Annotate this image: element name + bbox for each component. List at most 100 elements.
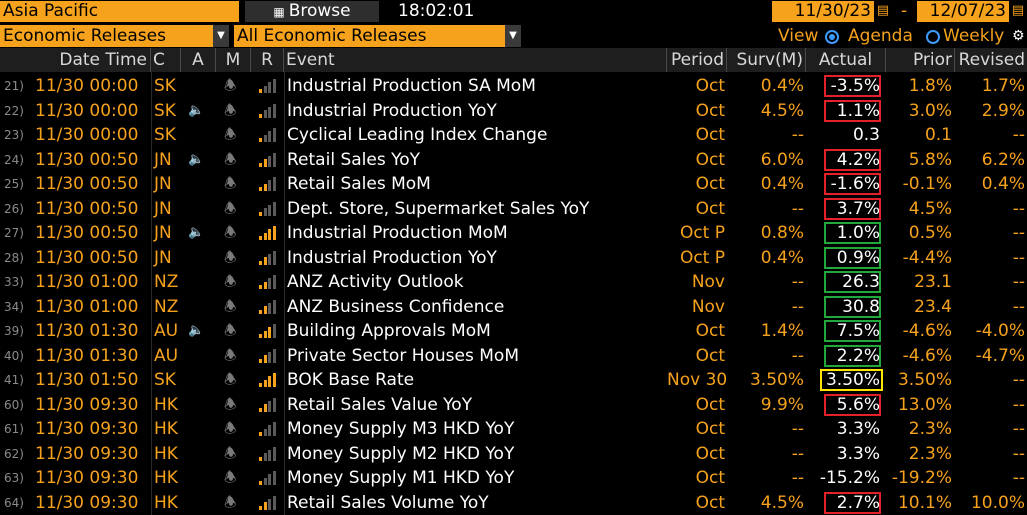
row-number[interactable]: 63)	[4, 471, 24, 485]
row-number[interactable]: 26)	[4, 201, 24, 216]
table-row[interactable]: 41) 11/30 01:50 SK 🕭 BOK Base Rate Nov 30 3.50…	[0, 368, 1027, 393]
row-number[interactable]: 40)	[4, 348, 24, 363]
calendar-icon[interactable]: ▤	[876, 3, 890, 18]
bell-icon[interactable]: 🕭	[224, 298, 237, 315]
row-event[interactable]: Industrial Production SA MoM	[287, 76, 536, 96]
bell-icon[interactable]: 🕭	[224, 225, 237, 241]
row-number[interactable]: 41)	[4, 373, 24, 387]
col-market[interactable]: M	[216, 48, 251, 72]
weekly-label[interactable]: Weekly	[943, 26, 1005, 46]
row-event[interactable]: Cyclical Leading Index Change	[287, 125, 548, 145]
row-event[interactable]: ANZ Activity Outlook	[287, 272, 464, 292]
table-row[interactable]: 63) 11/30 09:30 HK 🕭 Money Supply M1 HKD YoY…	[0, 466, 1027, 491]
table-row[interactable]: 27) 11/30 00:50 JN 🔈 🕭 Industrial Production …	[0, 221, 1027, 246]
table-row[interactable]: 39) 11/30 01:30 AU 🔈 🕭 Building Approvals MoM…	[0, 319, 1027, 344]
bell-icon[interactable]: 🕭	[224, 347, 237, 364]
table-row[interactable]: 61) 11/30 09:30 HK 🕭 Money Supply M3 HKD YoY…	[0, 417, 1027, 442]
col-period[interactable]: Period	[667, 48, 727, 72]
row-number[interactable]: 22)	[4, 103, 24, 118]
releases-dropdown[interactable]: All Economic Releases ▼	[234, 25, 521, 47]
row-number[interactable]: 21)	[4, 79, 24, 93]
col-country[interactable]: C	[151, 48, 181, 72]
col-revised[interactable]: Revised	[958, 50, 1025, 70]
col-alert[interactable]: A	[181, 48, 216, 72]
table-row[interactable]: 28) 11/30 00:50 JN 🕭 Industrial Production Y…	[0, 246, 1027, 271]
col-actual[interactable]: Actual	[806, 48, 886, 72]
row-number[interactable]: 64)	[4, 495, 24, 510]
row-event[interactable]: Building Approvals MoM	[287, 321, 491, 341]
speaker-icon[interactable]: 🔈	[188, 323, 205, 338]
bell-icon[interactable]: 🕭	[224, 151, 237, 168]
table-row[interactable]: 22) 11/30 00:00 SK 🔈 🕭 Industrial Production …	[0, 99, 1027, 124]
bell-icon[interactable]: 🕭	[224, 102, 237, 119]
row-number[interactable]: 28)	[4, 250, 24, 265]
row-event[interactable]: Retail Sales MoM	[287, 174, 431, 194]
row-event[interactable]: Retail Sales Value YoY	[287, 394, 473, 415]
row-event[interactable]: Retail Sales Volume YoY	[287, 492, 489, 513]
table-row[interactable]: 64) 11/30 09:30 HK 🕭 Retail Sales Volume YoY…	[0, 491, 1027, 515]
browse-button[interactable]: ▦ Browse	[245, 1, 379, 22]
row-event[interactable]: Retail Sales YoY	[287, 149, 421, 170]
start-date-field[interactable]: 11/30/23	[772, 1, 874, 22]
row-event[interactable]: Private Sector Houses MoM	[287, 345, 519, 366]
table-row[interactable]: 23) 11/30 00:00 SK 🕭 Cyclical Leading Index …	[0, 123, 1027, 148]
table-row[interactable]: 25) 11/30 00:50 JN 🕭 Retail Sales MoM Oct 0.4%…	[0, 172, 1027, 197]
col-relevance[interactable]: R	[251, 48, 284, 72]
bell-icon[interactable]: 🕭	[224, 200, 237, 217]
table-row[interactable]: 60) 11/30 09:30 HK 🕭 Retail Sales Value YoY O…	[0, 393, 1027, 418]
row-number[interactable]: 33)	[4, 275, 24, 289]
row-event[interactable]: Industrial Production MoM	[287, 223, 508, 243]
agenda-radio[interactable]	[825, 30, 839, 44]
row-number[interactable]: 39)	[4, 324, 24, 338]
bell-icon[interactable]: 🕭	[224, 421, 237, 437]
row-number[interactable]: 34)	[4, 299, 24, 314]
row-number[interactable]: 25)	[4, 177, 24, 191]
row-event[interactable]: BOK Base Rate	[287, 370, 415, 390]
table-row[interactable]: 34) 11/30 01:00 NZ 🕭 ANZ Business Confidence…	[0, 295, 1027, 320]
table-row[interactable]: 33) 11/30 01:00 NZ 🕭 ANZ Activity Outlook Nov…	[0, 270, 1027, 295]
row-event[interactable]: Dept. Store, Supermarket Sales YoY	[287, 198, 590, 219]
category-dropdown[interactable]: Economic Releases ▼	[0, 25, 229, 47]
agenda-label[interactable]: Agenda	[848, 26, 913, 46]
speaker-icon[interactable]: 🔈	[188, 225, 205, 240]
bell-icon[interactable]: 🕭	[224, 274, 237, 290]
bell-icon[interactable]: 🕭	[224, 249, 237, 266]
row-number[interactable]: 61)	[4, 422, 24, 436]
row-number[interactable]: 62)	[4, 446, 24, 461]
row-event[interactable]: ANZ Business Confidence	[287, 296, 505, 317]
bell-icon[interactable]: 🕭	[224, 470, 237, 486]
chevron-down-icon[interactable]: ▼	[213, 25, 229, 47]
row-event[interactable]: Money Supply M2 HKD YoY	[287, 443, 515, 464]
row-number[interactable]: 24)	[4, 152, 24, 167]
col-datetime[interactable]: Date Time	[0, 48, 151, 72]
bell-icon[interactable]: 🕭	[224, 127, 237, 143]
bell-icon[interactable]: 🕭	[224, 323, 237, 339]
row-number[interactable]: 60)	[4, 397, 24, 412]
row-event[interactable]: Money Supply M1 HKD YoY	[287, 468, 515, 488]
region-selector[interactable]: Asia Pacific	[0, 1, 239, 22]
col-prior[interactable]: Prior	[886, 48, 955, 72]
row-event[interactable]: Industrial Production YoY	[287, 100, 497, 121]
row-event[interactable]: Industrial Production YoY	[287, 247, 497, 268]
speaker-icon[interactable]: 🔈	[188, 102, 205, 118]
table-row[interactable]: 24) 11/30 00:50 JN 🔈 🕭 Retail Sales YoY Oct 6.0…	[0, 148, 1027, 173]
bell-icon[interactable]: 🕭	[224, 494, 237, 511]
bell-icon[interactable]: 🕭	[224, 396, 237, 413]
end-date-field[interactable]: 12/07/23	[917, 1, 1009, 22]
row-number[interactable]: 27)	[4, 226, 24, 240]
settings-icon[interactable]: ⚙	[1012, 28, 1025, 44]
col-survey[interactable]: Surv(M)	[727, 48, 806, 72]
table-row[interactable]: 21) 11/30 00:00 SK 🕭 Industrial Production S…	[0, 74, 1027, 99]
row-number[interactable]: 23)	[4, 128, 24, 142]
chevron-down-icon[interactable]: ▼	[505, 25, 521, 47]
bell-icon[interactable]: 🕭	[224, 372, 237, 388]
bell-icon[interactable]: 🕭	[224, 176, 237, 192]
col-event[interactable]: Event	[284, 48, 667, 72]
table-row[interactable]: 40) 11/30 01:30 AU 🕭 Private Sector Houses M…	[0, 344, 1027, 369]
table-row[interactable]: 26) 11/30 00:50 JN 🕭 Dept. Store, Supermarke…	[0, 197, 1027, 222]
bell-icon[interactable]: 🕭	[224, 78, 237, 94]
speaker-icon[interactable]: 🔈	[188, 151, 205, 167]
table-row[interactable]: 62) 11/30 09:30 HK 🕭 Money Supply M2 HKD YoY…	[0, 442, 1027, 467]
weekly-radio[interactable]	[926, 30, 940, 44]
bell-icon[interactable]: 🕭	[224, 445, 237, 462]
